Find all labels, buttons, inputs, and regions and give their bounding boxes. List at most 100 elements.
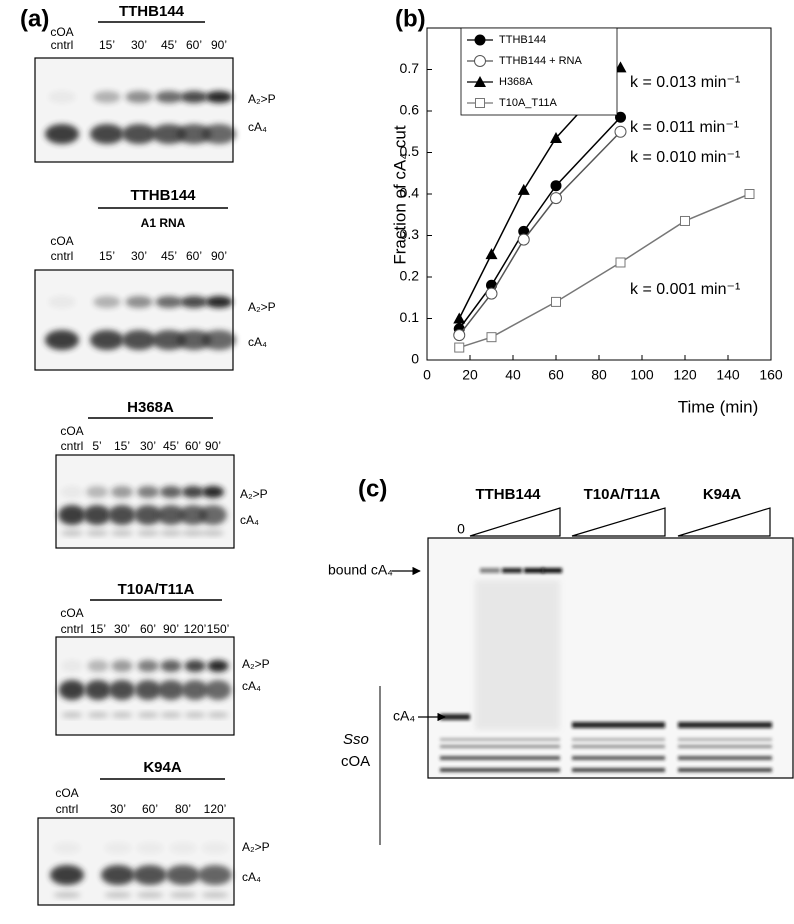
faint-band bbox=[111, 712, 133, 718]
gel-frame bbox=[427, 537, 794, 779]
marker bbox=[615, 111, 626, 123]
series-line bbox=[458, 116, 622, 330]
lane-label: 5’ bbox=[92, 439, 101, 453]
gel-frame bbox=[37, 817, 235, 906]
cOA-band bbox=[440, 756, 560, 760]
lane-label: cntrl bbox=[61, 439, 84, 453]
gel-frame bbox=[34, 57, 234, 163]
product-band bbox=[180, 296, 208, 308]
marker bbox=[744, 189, 755, 199]
substrate-band bbox=[90, 124, 124, 144]
annotation: k = 0.001 min⁻¹ bbox=[630, 281, 740, 298]
substrate-band bbox=[177, 124, 211, 144]
legend-box bbox=[460, 27, 618, 116]
substrate-band bbox=[157, 505, 185, 525]
lane-label: 90’ bbox=[205, 439, 221, 453]
band-label: cA₄ bbox=[240, 513, 259, 527]
lane-label: 45’ bbox=[161, 38, 177, 52]
marker bbox=[550, 180, 562, 192]
y-tick-label: 0.1 bbox=[400, 309, 420, 325]
gel-frame bbox=[34, 269, 234, 371]
concentration-wedge bbox=[469, 507, 561, 537]
substrate-band bbox=[108, 680, 136, 700]
x-tick-label: 80 bbox=[591, 367, 607, 383]
y-tick-label: 0.7 bbox=[400, 60, 420, 76]
product-band bbox=[53, 842, 81, 854]
substrate-band bbox=[45, 330, 79, 350]
lane-label: 15’ bbox=[114, 439, 130, 453]
gel-title: T10A/T11A bbox=[118, 581, 195, 598]
lane-label: 30’ bbox=[140, 439, 156, 453]
concentration-wedge bbox=[677, 507, 771, 537]
substrate-band bbox=[134, 505, 162, 525]
lane-label: 150’ bbox=[207, 622, 230, 636]
faint-band bbox=[61, 712, 83, 718]
faint-band bbox=[184, 712, 206, 718]
x-tick-label: 160 bbox=[759, 367, 783, 383]
gel-title: K94A bbox=[143, 759, 182, 776]
cOA-band bbox=[572, 738, 665, 741]
cOA-band bbox=[678, 756, 772, 760]
substrate-band bbox=[101, 865, 135, 885]
marker bbox=[614, 61, 627, 73]
bound-band bbox=[480, 568, 500, 573]
lane-label: 60’ bbox=[142, 802, 158, 816]
y-tick-label: 0 bbox=[411, 351, 419, 367]
lane-label: 45’ bbox=[161, 249, 177, 263]
substrate-band bbox=[198, 865, 232, 885]
gel-frame bbox=[55, 636, 235, 736]
faint-band bbox=[137, 530, 159, 536]
x-axis-label: Time (min) bbox=[678, 397, 759, 416]
product-band bbox=[111, 486, 133, 498]
gel-background bbox=[38, 818, 234, 905]
annotation: k = 0.010 min⁻¹ bbox=[630, 149, 740, 166]
lane-label: 80’ bbox=[175, 802, 191, 816]
faint-band bbox=[137, 712, 159, 718]
legend-marker bbox=[475, 98, 485, 108]
product-band bbox=[207, 660, 229, 672]
product-band bbox=[201, 842, 229, 854]
faint-band bbox=[104, 892, 132, 898]
marker bbox=[453, 329, 466, 342]
bound-band bbox=[542, 568, 562, 573]
faint-band bbox=[169, 892, 197, 898]
gel-title: TTHB144 bbox=[119, 3, 185, 20]
band-label: A₂>P bbox=[242, 657, 270, 671]
smear bbox=[475, 580, 560, 730]
band-label: bound cA₄ bbox=[328, 562, 393, 578]
product-band bbox=[61, 660, 83, 672]
product-band bbox=[93, 91, 121, 103]
legend-label: H368A bbox=[499, 76, 533, 88]
band-label: A₂>P bbox=[242, 840, 270, 854]
marker bbox=[551, 296, 561, 307]
faint-band bbox=[61, 530, 83, 536]
marker bbox=[485, 287, 498, 300]
faint-band bbox=[182, 530, 204, 536]
cA4-band bbox=[572, 722, 665, 728]
lane-label: cOA bbox=[50, 25, 73, 39]
faint-band bbox=[160, 712, 182, 718]
band-label: A₂>P bbox=[240, 487, 268, 501]
marker bbox=[517, 233, 530, 246]
y-tick-label: 0.2 bbox=[400, 268, 420, 284]
band-label: A₂>P bbox=[248, 92, 276, 106]
cOA-band bbox=[678, 745, 772, 748]
substrate-band bbox=[157, 680, 185, 700]
product-band bbox=[48, 91, 76, 103]
lane-label: 90’ bbox=[211, 38, 227, 52]
substrate-band bbox=[50, 865, 84, 885]
panel-b: 0 20 40 60 80 100 120 140 160 0 0.1 0.2 0.3 0.4 0.5 0.6… bbox=[390, 27, 783, 416]
product-band bbox=[155, 91, 183, 103]
legend-label: TTHB144 bbox=[499, 34, 546, 46]
substrate-band bbox=[90, 330, 124, 350]
lane-label: 120’ bbox=[184, 622, 207, 636]
gel-subtitle: A1 RNA bbox=[141, 216, 186, 230]
gel-title: TTHB144 bbox=[130, 187, 196, 204]
faint-band bbox=[53, 892, 81, 898]
substrate-band bbox=[199, 505, 227, 525]
series-line bbox=[458, 131, 622, 336]
series-line bbox=[459, 193, 750, 349]
product-band bbox=[202, 486, 224, 498]
x-tick-label: 0 bbox=[423, 367, 431, 383]
